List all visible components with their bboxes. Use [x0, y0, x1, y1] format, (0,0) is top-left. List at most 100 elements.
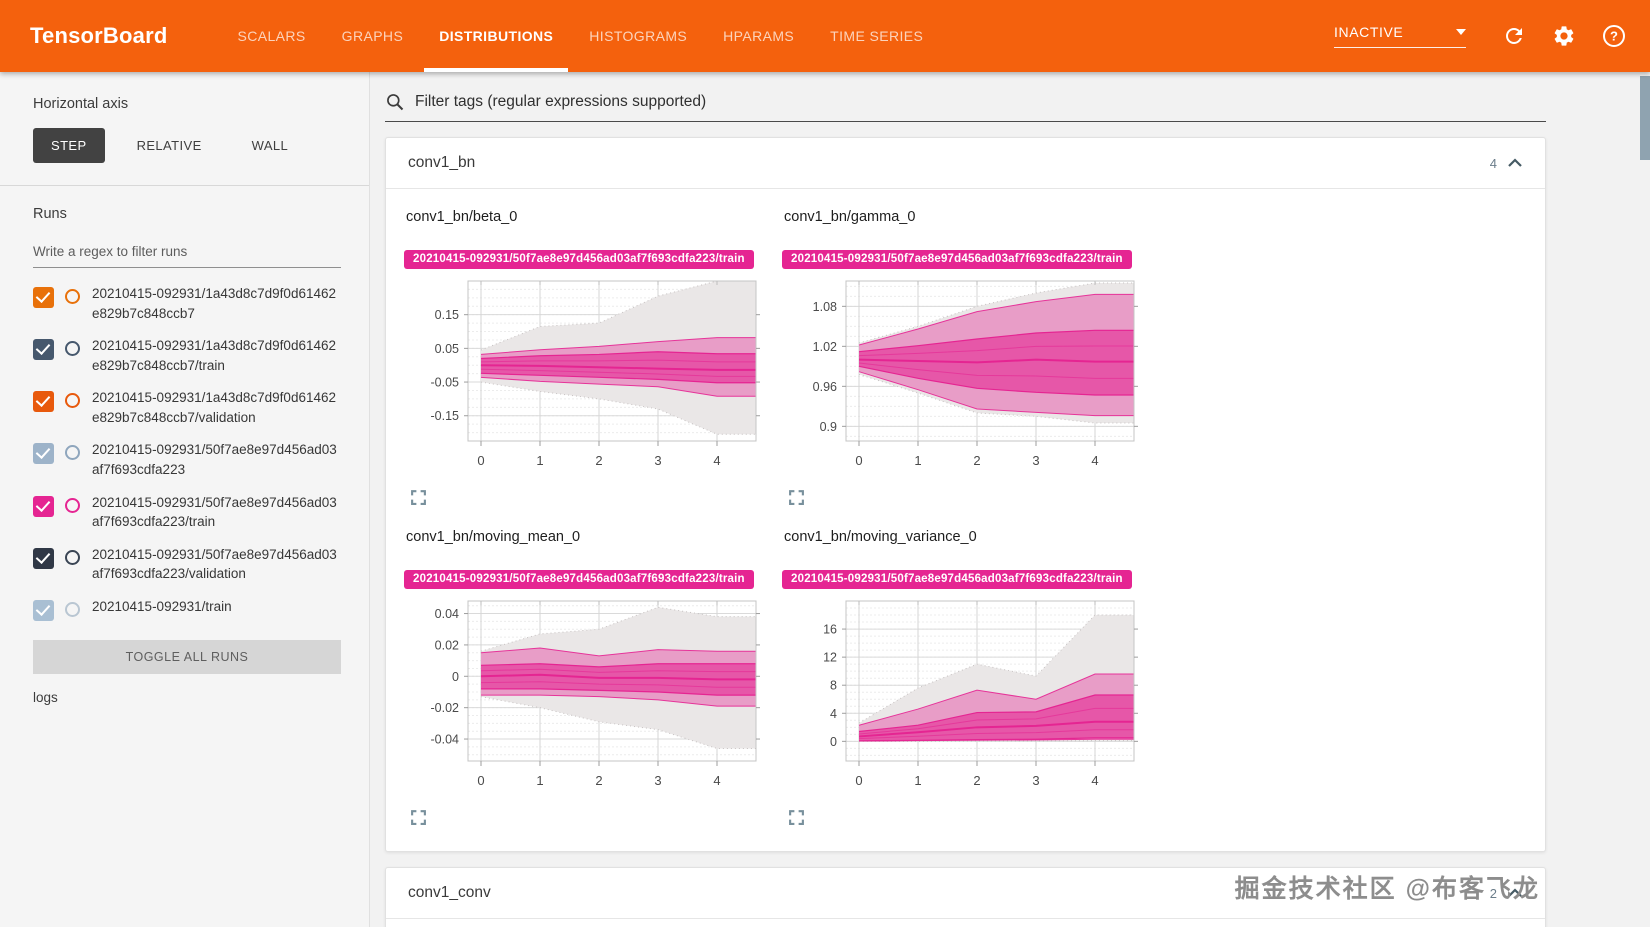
section-title: conv1_bn	[408, 154, 476, 171]
chart-title: conv1_bn/beta_0	[406, 209, 518, 225]
svg-text:0: 0	[477, 773, 484, 788]
chart-title: conv1_bn/moving_mean_0	[406, 529, 581, 545]
svg-text:1.02: 1.02	[813, 340, 837, 354]
tab-distributions[interactable]: DISTRIBUTIONS	[424, 0, 569, 72]
svg-text:16: 16	[823, 623, 837, 637]
svg-text:1: 1	[914, 773, 921, 788]
run-row[interactable]: 20210415-092931/50f7ae8e97d456ad03af7f69…	[33, 545, 341, 584]
run-badge: 20210415-092931/50f7ae8e97d456ad03af7f69…	[782, 250, 1132, 269]
run-checkbox[interactable]	[33, 339, 54, 361]
svg-text:8: 8	[830, 679, 837, 693]
expand-chart-icon[interactable]	[788, 489, 805, 509]
run-checkbox[interactable]	[33, 391, 54, 413]
svg-text:0.9: 0.9	[820, 420, 837, 434]
section-header-conv1_conv[interactable]: conv1_conv 2	[386, 868, 1545, 918]
svg-text:-0.02: -0.02	[431, 701, 460, 715]
svg-text:3: 3	[654, 453, 661, 468]
tab-graphs[interactable]: GRAPHS	[341, 28, 404, 44]
svg-text:0.96: 0.96	[813, 380, 837, 394]
refresh-icon[interactable]	[1502, 24, 1526, 48]
nav-tabs: SCALARS GRAPHS DISTRIBUTIONS HISTOGRAMS HPAR…	[219, 0, 941, 72]
axis-mode-toggle: STEP RELATIVE WALL	[33, 128, 341, 163]
run-checkbox[interactable]	[33, 287, 54, 308]
tab-histograms[interactable]: HISTOGRAMS	[589, 28, 688, 44]
run-name: 20210415-092931/1a43d8c7d9f0d61462e829b7…	[92, 390, 336, 425]
run-checkbox[interactable]	[33, 547, 54, 569]
svg-text:2: 2	[973, 453, 980, 468]
horizontal-axis-label: Horizontal axis	[33, 96, 129, 112]
run-checkbox[interactable]	[33, 443, 54, 465]
svg-text:2: 2	[973, 773, 980, 788]
expand-chart-icon[interactable]	[788, 809, 805, 829]
run-row[interactable]: 20210415-092931/train	[33, 597, 341, 621]
tab-hparams[interactable]: HPARAMS	[723, 28, 795, 44]
run-color-radio[interactable]	[65, 549, 80, 565]
chevron-up-icon[interactable]	[1507, 158, 1523, 168]
svg-text:4: 4	[830, 707, 837, 721]
run-color-radio[interactable]	[65, 289, 80, 304]
runs-filter-input[interactable]	[33, 238, 341, 268]
chevron-up-icon[interactable]	[1507, 888, 1523, 898]
svg-text:4: 4	[713, 773, 720, 788]
expand-chart-icon[interactable]	[410, 489, 427, 509]
svg-text:4: 4	[713, 453, 720, 468]
svg-text:4: 4	[1091, 453, 1098, 468]
runs-list: 20210415-092931/1a43d8c7d9f0d61462e829b7…	[33, 284, 341, 621]
svg-text:2: 2	[595, 773, 602, 788]
distribution-chart[interactable]: 0 1 2 3 4 0.04 0.02 0 -0.02 -0.04	[404, 595, 764, 797]
app-title: TensorBoard	[30, 23, 168, 48]
run-row[interactable]: 20210415-092931/50f7ae8e97d456ad03af7f69…	[33, 493, 341, 532]
axis-mode-relative[interactable]: RELATIVE	[119, 128, 220, 163]
tab-scalars[interactable]: SCALARS	[237, 28, 306, 44]
run-color-radio[interactable]	[65, 601, 80, 617]
svg-text:-0.05: -0.05	[431, 376, 460, 390]
section-title: conv1_conv	[408, 884, 491, 901]
svg-text:0.05: 0.05	[435, 342, 459, 356]
section-chart-count: 4	[1489, 155, 1497, 171]
run-checkbox[interactable]	[33, 495, 54, 517]
svg-text:4: 4	[1091, 773, 1098, 788]
svg-text:-0.15: -0.15	[431, 409, 460, 423]
tab-time-series[interactable]: TIME SERIES	[830, 28, 924, 44]
svg-text:0: 0	[477, 453, 484, 468]
data-status-select[interactable]: INACTIVE	[1334, 24, 1466, 48]
toggle-all-runs-button[interactable]: TOGGLE ALL RUNS	[33, 639, 341, 674]
section-body: conv1_conv/bias_020210415-092931/50f7ae8…	[386, 918, 1545, 927]
svg-text:0: 0	[855, 773, 862, 788]
expand-chart-icon[interactable]	[410, 809, 427, 829]
scrollbar-thumb[interactable]	[1640, 76, 1650, 160]
axis-mode-step[interactable]: STEP	[33, 128, 105, 163]
distribution-chart[interactable]: 0 1 2 3 4 0.15 0.05 -0.05 -0.15	[404, 275, 764, 477]
axis-mode-wall[interactable]: WALL	[234, 128, 307, 163]
run-name: 20210415-092931/1a43d8c7d9f0d61462e829b7…	[92, 338, 336, 373]
sidebar-divider	[0, 185, 369, 186]
tag-sections: conv1_bn 4 conv1_bn/beta_0 20210415-092931/…	[385, 137, 1546, 927]
run-color-radio[interactable]	[65, 497, 80, 513]
runs-label: Runs	[33, 206, 67, 222]
run-color-radio[interactable]	[65, 445, 80, 461]
chart-title: conv1_bn/gamma_0	[784, 209, 916, 225]
run-color-radio[interactable]	[65, 341, 80, 357]
svg-text:3: 3	[1032, 453, 1039, 468]
section-chart-count: 2	[1489, 885, 1497, 901]
run-name: 20210415-092931/50f7ae8e97d456ad03af7f69…	[92, 442, 337, 477]
chevron-down-icon	[1456, 29, 1466, 35]
settings-gear-icon[interactable]	[1552, 24, 1576, 48]
run-row[interactable]: 20210415-092931/1a43d8c7d9f0d61462e829b7…	[33, 284, 341, 323]
tag-section-conv1_bn: conv1_bn 4 conv1_bn/beta_0 20210415-092931/…	[385, 137, 1546, 852]
section-header-conv1_bn[interactable]: conv1_bn 4	[386, 138, 1545, 188]
chart-block-gamma_0: conv1_bn/gamma_0 20210415-092931/50f7ae8e…	[778, 197, 1156, 517]
run-row[interactable]: 20210415-092931/1a43d8c7d9f0d61462e829b7…	[33, 388, 341, 427]
help-icon[interactable]: ?	[1602, 24, 1626, 48]
run-checkbox[interactable]	[33, 599, 54, 621]
run-row[interactable]: 20210415-092931/50f7ae8e97d456ad03af7f69…	[33, 440, 341, 479]
run-row[interactable]: 20210415-092931/1a43d8c7d9f0d61462e829b7…	[33, 336, 341, 375]
svg-text:12: 12	[823, 651, 837, 665]
run-badge: 20210415-092931/50f7ae8e97d456ad03af7f69…	[404, 570, 754, 589]
main-panel: conv1_bn 4 conv1_bn/beta_0 20210415-092931/…	[370, 72, 1650, 927]
svg-text:0: 0	[855, 453, 862, 468]
distribution-chart[interactable]: 0 1 2 3 4 1.08 1.02 0.96 0.9	[782, 275, 1142, 477]
tag-filter-input[interactable]	[415, 93, 1546, 111]
run-color-radio[interactable]	[65, 393, 80, 409]
